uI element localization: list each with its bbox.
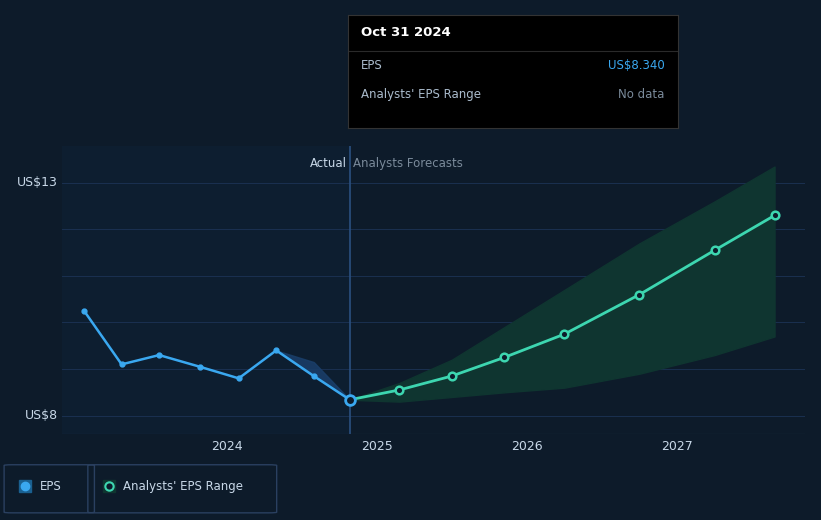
Text: US$8.340: US$8.340 [608,59,665,72]
Text: Analysts Forecasts: Analysts Forecasts [353,157,463,170]
Bar [350,146,805,434]
Text: US$8: US$8 [25,409,57,422]
Text: Analysts' EPS Range: Analysts' EPS Range [123,479,243,493]
Text: Oct 31 2024: Oct 31 2024 [361,27,451,40]
Text: No data: No data [618,87,665,100]
Text: US$13: US$13 [17,176,57,189]
Text: Analysts' EPS Range: Analysts' EPS Range [361,87,481,100]
Text: Actual: Actual [310,157,346,170]
Text: EPS: EPS [361,59,383,72]
Text: EPS: EPS [39,479,61,493]
Bar [62,146,350,434]
